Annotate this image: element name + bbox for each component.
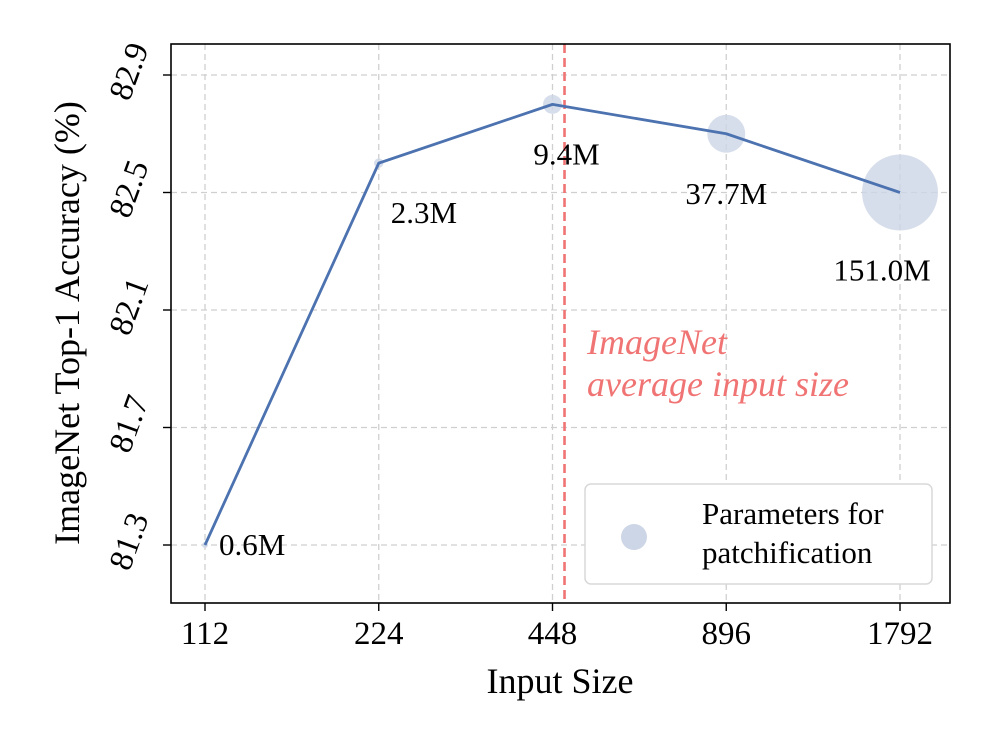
x-tick-label-4: 1792	[867, 616, 933, 652]
annotation-line-2: average input size	[587, 364, 849, 404]
x-tick-label-3: 896	[702, 616, 752, 652]
series-layer	[203, 102, 901, 546]
legend-label-line-2: patchification	[702, 535, 873, 570]
annotation-line-1: ImageNet	[586, 322, 728, 362]
legend: Parameters for patchification	[584, 483, 933, 585]
x-axis-title: Input Size	[487, 661, 634, 701]
point-label-3: 37.7M	[685, 176, 767, 211]
x-axis-ticks: 112 224 448 896 1792	[181, 603, 933, 652]
y-axis-title: ImageNet Top-1 Accuracy (%)	[47, 101, 87, 545]
legend-label-line-1: Parameters for	[702, 496, 884, 531]
point-label-4: 151.0M	[833, 253, 930, 288]
annotation: ImageNet average input size	[586, 322, 849, 404]
plot-frame	[170, 43, 951, 604]
point-label-2: 9.4M	[533, 136, 599, 171]
accuracy-line	[203, 102, 901, 546]
point-label-0: 0.6M	[219, 527, 285, 562]
point-labels: 0.6M 2.3M 9.4M 37.7M 151.0M	[219, 136, 931, 562]
x-tick-label-0: 112	[181, 616, 229, 652]
point-label-1: 2.3M	[391, 195, 457, 230]
x-tick-label-1: 224	[354, 616, 404, 652]
legend-box	[584, 483, 933, 585]
legend-bubble-marker	[621, 524, 647, 550]
x-tick-label-2: 448	[528, 616, 578, 652]
